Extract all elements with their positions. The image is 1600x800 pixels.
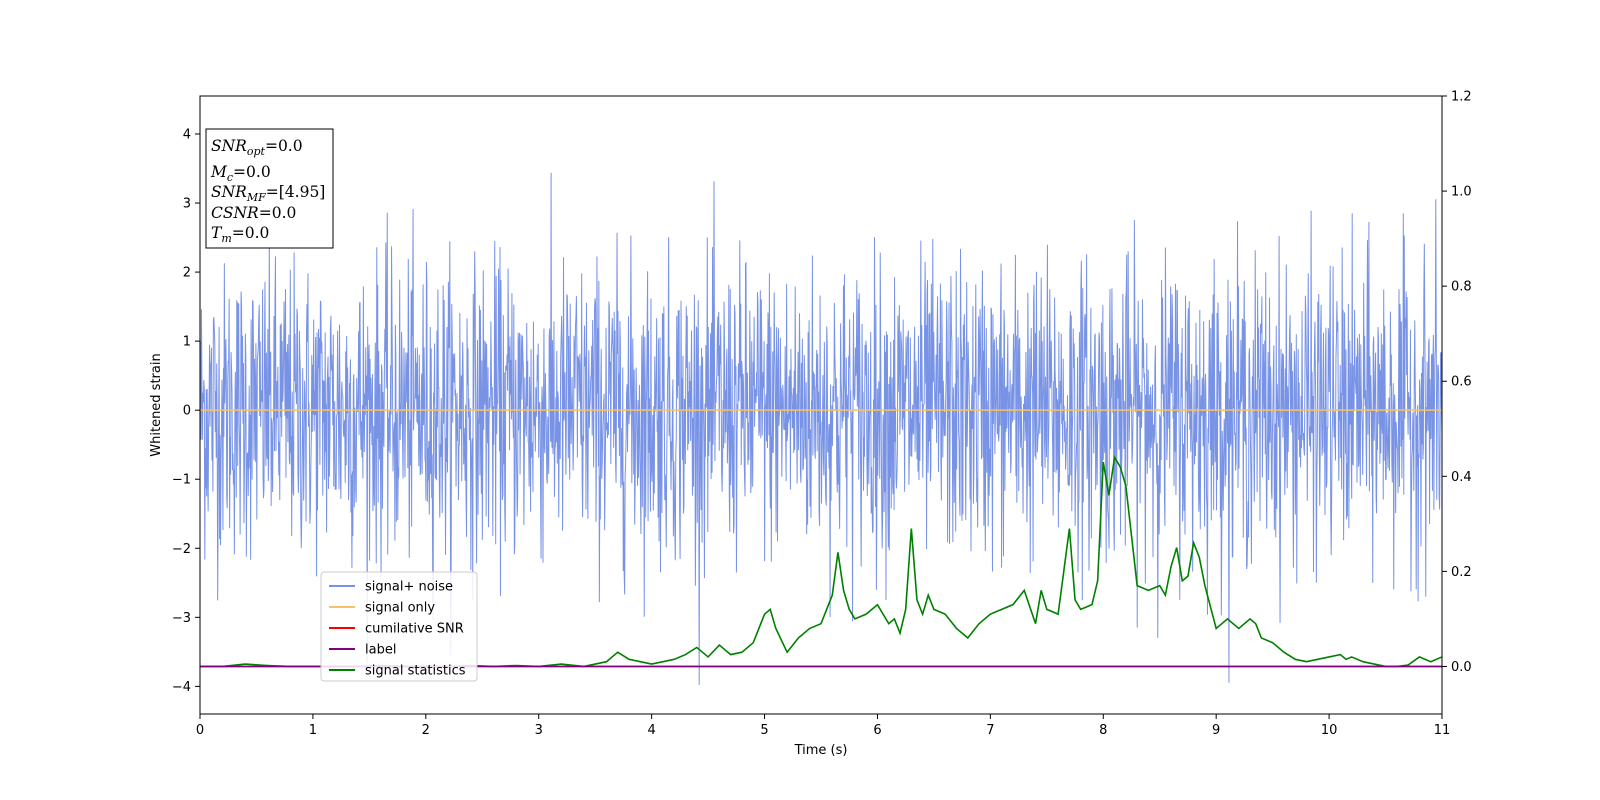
x-tick-label: 0 <box>196 723 204 738</box>
x-axis: 0 1 2 3 4 5 6 7 8 9 10 11 <box>196 714 1450 738</box>
stats-line: CSNR=0.0 <box>211 204 296 222</box>
stats-box-frame <box>205 128 334 249</box>
y-tick-label: −1 <box>172 473 191 488</box>
y2-tick-label: 1.0 <box>1451 185 1472 200</box>
stats-line: Mc=0.0 <box>210 163 271 184</box>
stats-line: Tm=0.0 <box>211 224 269 245</box>
x-tick-label: 10 <box>1321 723 1338 738</box>
y-tick-label: −3 <box>172 611 191 626</box>
legend-entry: label <box>365 643 396 658</box>
y-axis-right: 0.0 0.2 0.4 0.6 0.8 1.0 1.2 <box>1442 90 1472 675</box>
x-tick-label: 8 <box>1099 723 1107 738</box>
y2-tick-label: 0.8 <box>1451 280 1472 295</box>
y-tick-label: 4 <box>183 127 191 142</box>
y2-tick-label: 0.2 <box>1451 565 1472 580</box>
x-tick-label: 3 <box>535 723 543 738</box>
legend-frame <box>320 571 478 682</box>
y2-tick-label: 0.0 <box>1451 660 1472 675</box>
legend: signal+ noise signal only cumilative SNR la… <box>320 571 478 682</box>
y-tick-label: 1 <box>183 335 191 350</box>
plot-frame <box>199 95 1443 715</box>
y-tick-label: 0 <box>183 404 191 419</box>
legend-entry: cumilative SNR <box>365 622 464 637</box>
legend-entry: signal+ noise <box>365 580 453 595</box>
x-tick-label: 9 <box>1212 723 1220 738</box>
y2-tick-label: 1.2 <box>1451 90 1472 105</box>
signal-plus-noise-series <box>199 172 1443 686</box>
y2-tick-label: 0.4 <box>1451 470 1472 485</box>
y-tick-label: 2 <box>183 266 191 281</box>
legend-entry: signal only <box>365 601 435 616</box>
x-tick-label: 5 <box>760 723 768 738</box>
y-tick-label: −4 <box>172 680 191 695</box>
y-tick-label: −2 <box>172 542 191 557</box>
y-axis-left: −4 −3 −2 −1 0 1 2 3 4 <box>172 127 200 695</box>
x-tick-label: 4 <box>647 723 655 738</box>
x-tick-label: 6 <box>873 723 881 738</box>
signal-statistics-line <box>200 454 1443 668</box>
x-tick-label: 7 <box>986 723 994 738</box>
x-axis-label: Time (s) <box>794 743 848 758</box>
signal-plus-noise-line <box>199 172 1443 686</box>
y-tick-label: 3 <box>183 197 191 212</box>
x-tick-label: 2 <box>422 723 430 738</box>
y2-tick-label: 0.6 <box>1451 375 1472 390</box>
x-tick-label: 11 <box>1434 723 1451 738</box>
stats-line: SNRopt=0.0 <box>211 137 303 158</box>
legend-entry: signal statistics <box>365 664 466 679</box>
y-axis-label: Whitened strain <box>149 353 164 456</box>
stats-line: SNRMF=[4.95] <box>211 183 325 204</box>
x-tick-label: 1 <box>309 723 317 738</box>
